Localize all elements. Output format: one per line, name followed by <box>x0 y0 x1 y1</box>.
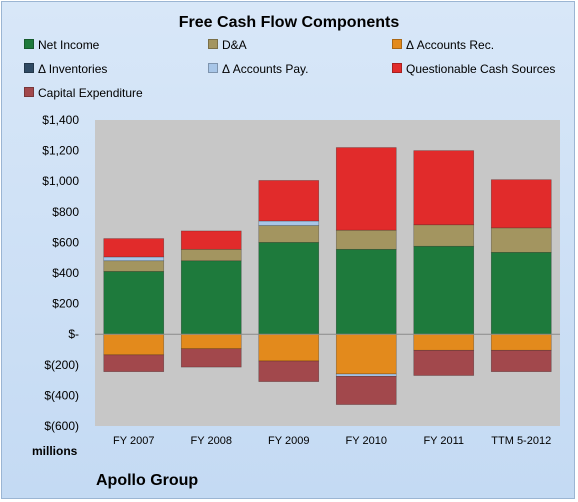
bar-segment <box>413 150 475 226</box>
bar-segment <box>490 179 552 229</box>
bar-segment <box>335 333 397 375</box>
legend-swatch <box>24 87 34 97</box>
bar-segment <box>180 230 242 250</box>
bar-segment <box>335 373 397 377</box>
bar-segment <box>335 147 397 231</box>
legend-item: Δ Accounts Rec. <box>392 38 494 52</box>
y-tick-label: $1,000 <box>42 174 79 188</box>
x-tick-label: FY 2010 <box>346 435 387 447</box>
legend-swatch <box>392 39 402 49</box>
bar-segment <box>258 220 320 226</box>
legend-item: Questionable Cash Sources <box>392 62 555 76</box>
chart-title: Free Cash Flow Components <box>178 14 400 31</box>
legend-item: D&A <box>208 38 247 52</box>
y-tick-label: $800 <box>52 205 79 219</box>
bar-segment <box>490 252 552 335</box>
x-tick-label: FY 2008 <box>191 435 232 447</box>
legend-item: Δ Accounts Pay. <box>208 62 309 76</box>
y-tick-label: $- <box>68 327 79 341</box>
bar-segment <box>490 349 552 372</box>
x-tick-label: FY 2007 <box>113 435 154 447</box>
legend-item: Capital Expenditure <box>24 86 143 100</box>
bar-segment <box>490 227 552 253</box>
legend-label: D&A <box>222 38 247 52</box>
bar-segment <box>180 260 242 335</box>
y-tick-label: $(400) <box>44 388 79 402</box>
bar-segment <box>335 375 397 405</box>
units-label: millions <box>32 444 78 458</box>
x-tick-label: FY 2009 <box>268 435 309 447</box>
x-tick-label: TTM 5-2012 <box>491 435 551 447</box>
legend-swatch <box>392 63 402 73</box>
plot-area <box>95 120 560 426</box>
bar-segment <box>258 360 320 382</box>
legend-swatch <box>208 39 218 49</box>
bar-segment <box>103 271 165 335</box>
bar-segment <box>335 229 397 250</box>
bar-segment <box>413 224 475 247</box>
y-tick-label: $600 <box>52 235 79 249</box>
bar-segment <box>103 238 165 258</box>
legend-swatch <box>24 39 34 49</box>
bar-segment <box>103 354 165 372</box>
legend-label: Δ Inventories <box>38 62 108 76</box>
legend-item: Net Income <box>24 38 99 52</box>
y-tick-label: $1,400 <box>42 113 79 127</box>
bar-segment <box>258 242 320 335</box>
legend-label: Capital Expenditure <box>38 86 143 100</box>
bar-segment <box>103 333 165 356</box>
bar-segment <box>103 260 165 272</box>
legend-label: Net Income <box>38 38 100 52</box>
bar-segment <box>258 180 320 222</box>
y-tick-label: $1,200 <box>42 144 79 158</box>
bar-segment <box>258 333 320 362</box>
legend-label: Δ Accounts Rec. <box>406 38 495 52</box>
bar-segment <box>258 225 320 243</box>
y-tick-label: $200 <box>52 297 79 311</box>
y-tick-label: $(600) <box>44 419 79 433</box>
legend-swatch <box>24 63 34 73</box>
legend-label: Δ Accounts Pay. <box>222 62 309 76</box>
bar-segment <box>180 248 242 262</box>
company-name: Apollo Group <box>96 472 199 489</box>
bar-segment <box>490 333 552 351</box>
bar-segment <box>413 245 475 335</box>
bar-segment <box>335 248 397 335</box>
legend-item: Δ Inventories <box>24 62 107 76</box>
bar-segment <box>413 333 475 351</box>
legend-label: Questionable Cash Sources <box>406 62 556 76</box>
bar-segment <box>180 333 242 350</box>
y-tick-label: $400 <box>52 266 79 280</box>
y-tick-label: $(200) <box>44 358 79 372</box>
legend-swatch <box>208 63 218 73</box>
bar-segment <box>180 348 242 368</box>
x-tick-label: FY 2011 <box>423 435 464 447</box>
bar-segment <box>413 349 475 376</box>
bar-segment <box>103 256 165 262</box>
